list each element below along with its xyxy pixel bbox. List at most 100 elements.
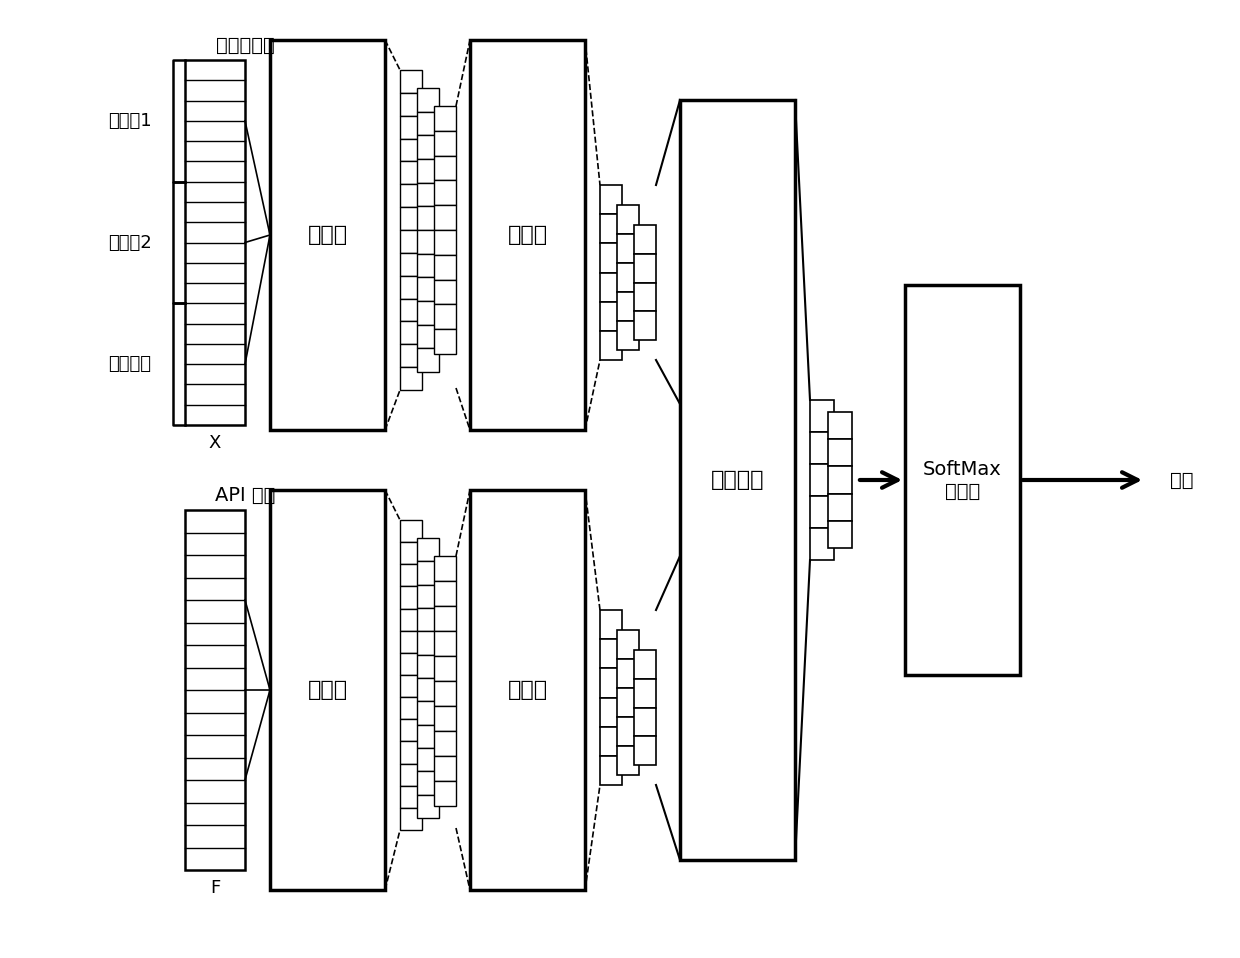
Text: API 序列: API 序列: [215, 486, 275, 505]
Text: 卷积核1: 卷积核1: [108, 112, 151, 130]
Bar: [634, 708, 656, 737]
Bar: [810, 400, 835, 432]
Bar: [434, 631, 456, 656]
Bar: [828, 439, 852, 467]
Text: 卷积核３: 卷积核３: [109, 355, 151, 374]
Bar: [434, 280, 456, 305]
Bar: [417, 678, 439, 701]
Bar: [618, 292, 639, 321]
Bar: [401, 253, 422, 276]
Bar: [434, 781, 456, 806]
Bar: [270, 40, 384, 430]
Bar: [618, 234, 639, 263]
Bar: [417, 277, 439, 301]
Bar: [401, 675, 422, 697]
Bar: [270, 490, 384, 890]
Bar: [618, 321, 639, 350]
Bar: [634, 679, 656, 708]
Bar: [810, 432, 835, 464]
Bar: [434, 305, 456, 330]
Bar: [905, 285, 1021, 675]
Bar: [417, 771, 439, 795]
Bar: [634, 737, 656, 765]
Text: 卷积层: 卷积层: [308, 680, 347, 700]
Bar: [600, 756, 622, 785]
Bar: [634, 650, 656, 679]
Bar: [417, 112, 439, 135]
Text: 池化层: 池化层: [507, 225, 548, 245]
Bar: [401, 586, 422, 608]
Bar: [417, 349, 439, 372]
Bar: [618, 205, 639, 234]
Bar: [401, 184, 422, 207]
Bar: [401, 741, 422, 764]
Text: 池化层: 池化层: [507, 680, 548, 700]
Bar: [634, 225, 656, 254]
Bar: [618, 263, 639, 292]
Bar: [417, 183, 439, 206]
Bar: [401, 93, 422, 116]
Bar: [417, 584, 439, 608]
Bar: [417, 159, 439, 183]
Bar: [828, 521, 852, 548]
Text: X: X: [208, 434, 221, 452]
Bar: [434, 106, 456, 131]
Bar: [401, 608, 422, 630]
Bar: [600, 331, 622, 360]
Bar: [618, 717, 639, 746]
Bar: [600, 272, 622, 302]
Bar: [417, 301, 439, 325]
Bar: [401, 299, 422, 322]
Bar: [600, 302, 622, 331]
Bar: [401, 139, 422, 162]
Bar: [401, 367, 422, 390]
Bar: [417, 724, 439, 748]
Bar: [828, 412, 852, 439]
Bar: [634, 311, 656, 340]
Bar: [828, 467, 852, 493]
Bar: [434, 731, 456, 756]
Bar: [401, 542, 422, 564]
Bar: [434, 681, 456, 706]
Bar: [401, 564, 422, 586]
Bar: [417, 631, 439, 654]
Bar: [618, 688, 639, 717]
Bar: [417, 538, 439, 561]
Bar: [470, 40, 585, 430]
Bar: [401, 697, 422, 719]
Text: SoftMax
回归层: SoftMax 回归层: [923, 460, 1002, 500]
Bar: [417, 561, 439, 584]
Bar: [634, 254, 656, 283]
Bar: [600, 610, 622, 639]
Bar: [600, 185, 622, 215]
Bar: [401, 70, 422, 93]
Text: 全连接层: 全连接层: [711, 470, 764, 490]
Bar: [401, 719, 422, 741]
Text: 卷积层: 卷积层: [308, 225, 347, 245]
Bar: [401, 630, 422, 652]
Bar: [401, 116, 422, 139]
Bar: [434, 756, 456, 781]
Bar: [401, 162, 422, 184]
Bar: [401, 652, 422, 675]
Bar: [417, 701, 439, 724]
Bar: [434, 180, 456, 205]
Bar: [618, 746, 639, 775]
Bar: [618, 630, 639, 659]
Bar: [434, 205, 456, 230]
Bar: [434, 606, 456, 631]
Bar: [434, 656, 456, 681]
Bar: [810, 496, 835, 528]
Bar: [417, 325, 439, 349]
Bar: [600, 669, 622, 697]
Bar: [401, 230, 422, 253]
Bar: [600, 215, 622, 243]
Text: 输出: 输出: [1171, 470, 1193, 490]
Bar: [401, 344, 422, 367]
Text: 卷积核2: 卷积核2: [108, 234, 151, 252]
Bar: [434, 330, 456, 354]
Bar: [600, 727, 622, 756]
Bar: [417, 88, 439, 112]
Bar: [401, 764, 422, 786]
Bar: [417, 254, 439, 277]
